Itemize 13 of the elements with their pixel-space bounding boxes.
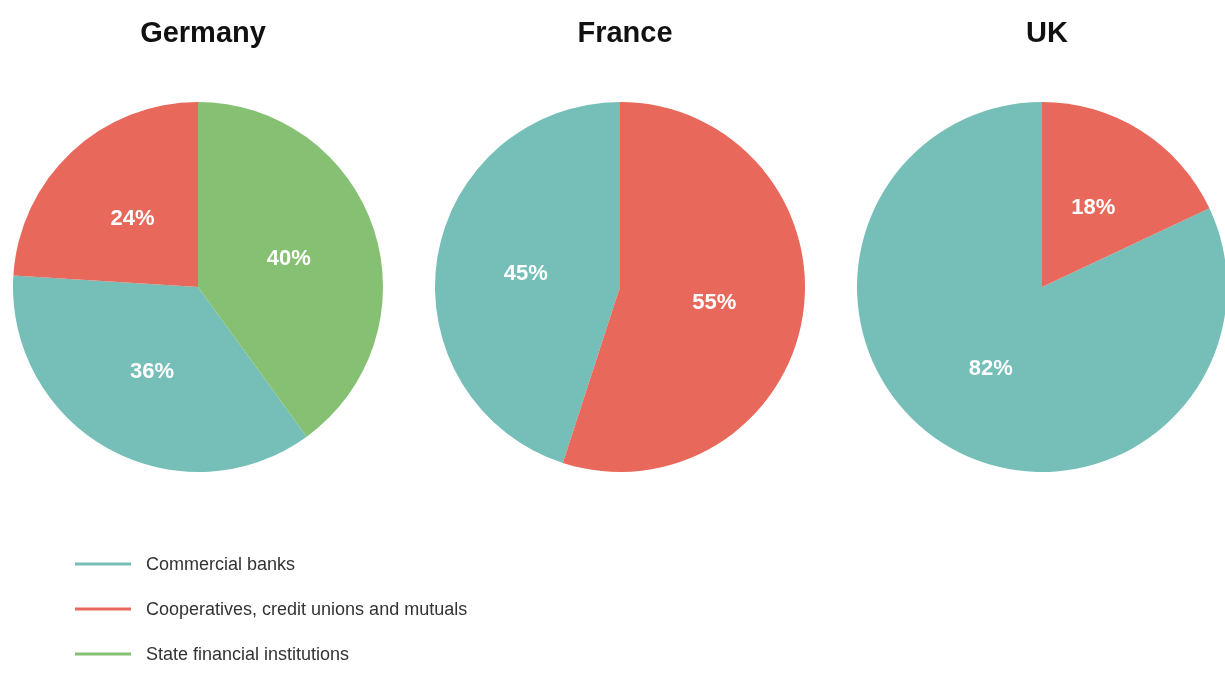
data-label: 55% bbox=[692, 289, 737, 315]
data-label: 24% bbox=[110, 204, 155, 230]
slice-label: France bbox=[577, 15, 673, 48]
legend-label: State financial institutions bbox=[146, 644, 350, 664]
slice-label: UK bbox=[1026, 15, 1068, 48]
data-label: 82% bbox=[968, 355, 1013, 381]
data-label: 36% bbox=[129, 358, 175, 384]
legend-label: Cooperatives, credit unions and mutuals bbox=[146, 599, 468, 619]
legend-label: Commercial banks bbox=[146, 554, 296, 574]
slice-label: Germany bbox=[140, 15, 266, 48]
data-label: 18% bbox=[1071, 193, 1116, 219]
data-label: 45% bbox=[503, 259, 548, 285]
data-label: 40% bbox=[266, 244, 311, 270]
